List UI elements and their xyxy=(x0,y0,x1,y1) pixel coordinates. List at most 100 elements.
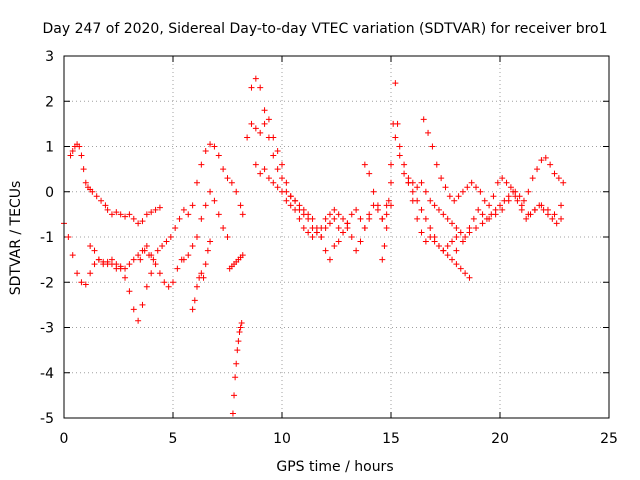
data-point xyxy=(335,211,342,218)
data-point xyxy=(239,252,246,259)
data-point xyxy=(455,193,462,200)
y-tick-label: 2 xyxy=(45,94,54,110)
data-point xyxy=(170,279,176,286)
series-track-k xyxy=(252,161,394,240)
data-point xyxy=(87,243,94,250)
data-point xyxy=(113,265,120,272)
data-point xyxy=(148,209,155,216)
series-track-g xyxy=(226,252,246,272)
data-point xyxy=(236,329,243,336)
data-point xyxy=(300,224,307,231)
data-point xyxy=(91,261,98,268)
data-point xyxy=(287,193,294,200)
grid xyxy=(64,56,609,418)
data-point xyxy=(113,209,120,216)
data-point xyxy=(558,202,565,209)
data-point xyxy=(490,193,497,200)
series-track-a xyxy=(67,141,163,227)
data-point xyxy=(91,247,98,254)
data-point xyxy=(431,202,438,209)
data-point xyxy=(239,211,246,218)
series-track-b xyxy=(61,220,155,324)
data-point xyxy=(233,188,240,195)
data-point xyxy=(283,179,290,186)
data-point xyxy=(248,84,255,91)
data-point xyxy=(344,220,351,227)
data-point xyxy=(235,338,242,345)
data-point xyxy=(326,211,333,218)
data-point xyxy=(440,247,447,254)
y-axis-label: SDTVAR / TECUs xyxy=(8,181,24,296)
data-point xyxy=(202,261,209,268)
series-track-f xyxy=(189,238,214,313)
data-point xyxy=(211,143,218,150)
y-tick-label: -1 xyxy=(40,230,54,246)
data-point xyxy=(361,224,368,231)
data-point xyxy=(361,161,368,168)
data-point xyxy=(340,215,347,222)
x-tick-label: 20 xyxy=(491,431,509,447)
data-point xyxy=(248,120,255,127)
data-point xyxy=(401,170,408,177)
data-point xyxy=(553,220,560,227)
data-point xyxy=(207,141,214,148)
y-tick-label: 0 xyxy=(45,185,54,201)
data-point xyxy=(357,238,364,245)
data-point xyxy=(475,206,482,213)
data-point xyxy=(108,211,115,218)
data-point xyxy=(383,202,390,209)
data-point xyxy=(252,125,259,132)
data-point xyxy=(457,265,464,272)
data-point xyxy=(466,274,473,281)
series-track-c xyxy=(87,243,185,290)
data-point xyxy=(444,215,451,222)
data-point xyxy=(163,238,170,245)
data-point xyxy=(507,184,514,191)
data-point xyxy=(547,161,554,168)
data-point xyxy=(296,206,303,213)
plot-frame xyxy=(63,55,610,419)
data-point xyxy=(420,116,427,123)
data-point xyxy=(396,152,403,159)
data-point xyxy=(331,215,338,222)
data-point xyxy=(154,247,161,254)
data-point xyxy=(449,256,456,263)
data-point xyxy=(444,252,451,259)
data-point xyxy=(135,220,142,227)
data-point xyxy=(335,238,342,245)
data-point xyxy=(409,197,416,204)
data-point xyxy=(211,197,218,204)
data-point xyxy=(555,175,562,182)
data-point xyxy=(102,202,109,209)
y-tick-label: 3 xyxy=(45,49,54,65)
series-track-n xyxy=(420,116,567,209)
data-point xyxy=(392,134,399,141)
y-tick-label: 1 xyxy=(45,140,54,156)
data-point xyxy=(139,301,146,308)
data-point xyxy=(394,120,401,127)
data-point xyxy=(130,306,137,313)
data-point xyxy=(185,211,192,218)
data-point xyxy=(237,202,244,209)
data-point xyxy=(551,170,558,177)
data-point xyxy=(189,306,196,313)
y-tick-label: -4 xyxy=(40,366,54,382)
data-point xyxy=(451,197,458,204)
data-point xyxy=(392,80,399,87)
data-point xyxy=(122,274,129,281)
data-point xyxy=(479,220,486,227)
data-point xyxy=(305,215,312,222)
data-point xyxy=(473,224,480,231)
data-point xyxy=(207,188,214,195)
data-point xyxy=(270,134,277,141)
data-point xyxy=(353,247,360,254)
data-point xyxy=(152,206,159,213)
data-point xyxy=(385,197,392,204)
data-point xyxy=(122,213,129,220)
data-point xyxy=(156,204,163,211)
y-tick-label: -3 xyxy=(40,321,54,337)
data-point xyxy=(435,206,442,213)
data-point xyxy=(453,224,460,231)
data-point xyxy=(252,75,259,82)
data-point xyxy=(159,243,166,250)
